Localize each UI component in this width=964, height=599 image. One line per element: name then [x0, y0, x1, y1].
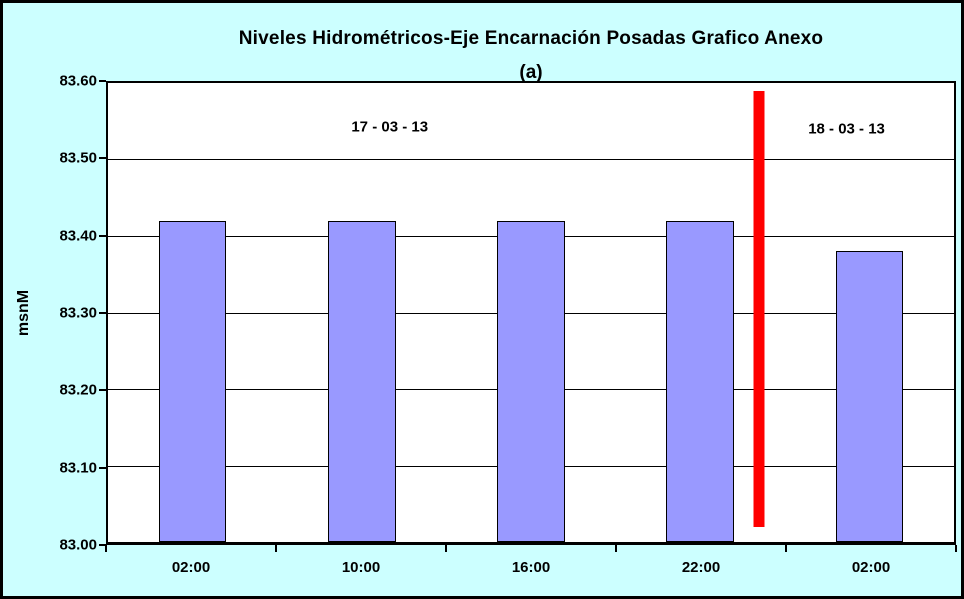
y-tick	[99, 312, 106, 314]
x-tick	[445, 545, 447, 552]
y-tick-label: 83.10	[59, 459, 97, 477]
y-tick	[99, 389, 106, 392]
date-annotation-1: 17 - 03 - 13	[351, 118, 429, 136]
x-tick-label: 16:00	[511, 559, 551, 576]
x-tick-label: 10:00	[341, 559, 381, 576]
chart-subtitle: (a)	[519, 62, 543, 83]
date-annotation-2: 18 - 03 - 13	[808, 120, 885, 138]
bar-02:00	[158, 220, 227, 542]
y-tick-label: 83.00	[59, 536, 97, 554]
y-tick-label: 83.30	[59, 304, 97, 322]
x-axis-labels: 02:00 10:00 16:00 22:00 02:00	[106, 559, 956, 583]
y-tick	[99, 80, 106, 82]
y-tick	[99, 234, 106, 237]
bar-16:00	[497, 220, 565, 542]
y-tick	[99, 544, 106, 546]
x-tick-label: 22:00	[681, 559, 721, 576]
y-axis-ticks	[99, 80, 106, 546]
x-tick-label: 02:00	[851, 559, 891, 576]
x-tick	[615, 545, 617, 552]
y-tick	[99, 157, 106, 160]
x-tick	[105, 545, 107, 552]
bar-10:00	[327, 220, 396, 542]
y-tick-label: 83.40	[59, 227, 97, 245]
day-divider-line	[753, 90, 765, 527]
gridline	[108, 159, 954, 161]
x-tick	[275, 545, 277, 552]
y-tick-label: 83.50	[59, 149, 97, 167]
x-tick	[955, 545, 957, 552]
x-tick-label: 02:00	[171, 559, 211, 576]
y-tick	[99, 466, 106, 469]
chart-title: Niveles Hidrométricos-Eje Encarnación Po…	[238, 28, 824, 49]
plot-area: 17 - 03 - 13 18 - 03 - 13	[106, 81, 956, 545]
y-axis-labels: 83.00 83.10 83.20 83.30 83.40 83.50 83.60	[3, 73, 97, 554]
x-tick	[785, 545, 787, 552]
bar-22:00	[666, 220, 735, 542]
bar-02:00	[835, 251, 904, 542]
y-tick-label: 83.20	[59, 381, 97, 399]
x-axis-ticks	[105, 545, 957, 552]
y-tick-label: 83.60	[59, 72, 97, 90]
